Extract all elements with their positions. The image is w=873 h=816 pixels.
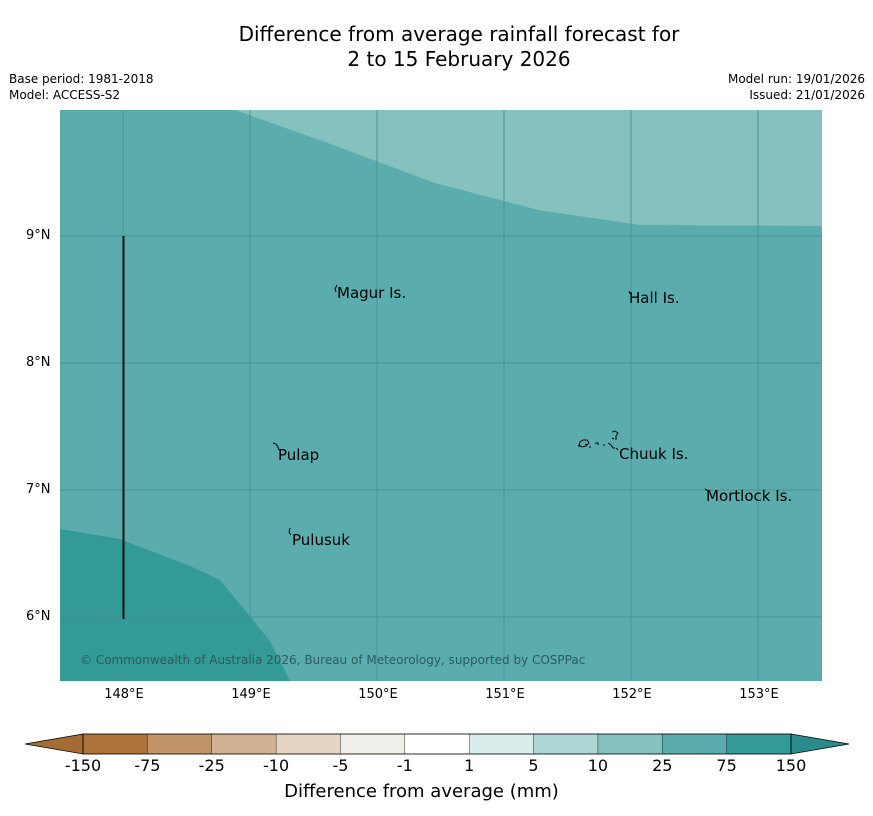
color-bar-over-triangle <box>790 733 850 755</box>
place-hall: Hall Is. <box>629 289 680 307</box>
title-line-2: 2 to 15 February 2026 <box>347 47 571 71</box>
tick-label: -150 <box>64 756 102 775</box>
lat-label-8n: 8°N <box>26 355 51 370</box>
place-pulusuk: Pulusuk <box>292 531 350 549</box>
copyright-notice: © Commonwealth of Australia 2026, Bureau… <box>80 653 586 667</box>
place-chuuk: Chuuk Is. <box>619 445 689 463</box>
tick-label: -5 <box>332 756 349 775</box>
lat-label-9n: 9°N <box>26 228 51 243</box>
island-chuuk <box>578 430 619 451</box>
color-bar-segment <box>597 733 663 755</box>
lon-label-150e: 150°E <box>358 687 398 702</box>
tick-label: 150 <box>775 756 807 775</box>
tick-label: -1 <box>396 756 413 775</box>
tick-label: -25 <box>198 756 225 775</box>
chart-title: Difference from average rainfall forecas… <box>0 22 873 72</box>
color-bar-segment <box>275 733 342 755</box>
tick-label: -75 <box>134 756 161 775</box>
islands <box>272 284 709 536</box>
tick-label: 1 <box>464 756 475 775</box>
lon-label-152e: 152°E <box>612 687 652 702</box>
color-bar-segment <box>726 733 792 755</box>
color-bar-label: Difference from average (mm) <box>284 781 559 802</box>
color-bar-under-triangle <box>25 733 84 755</box>
place-magur: Magur Is. <box>337 284 407 302</box>
model-name: Model: ACCESS-S2 <box>9 88 121 102</box>
lon-label-153e: 153°E <box>739 687 779 702</box>
tick-label: 25 <box>652 756 673 775</box>
island-magur <box>334 284 338 293</box>
tick-label: -10 <box>263 756 290 775</box>
color-bar-segment <box>82 733 149 755</box>
color-bar-segment <box>533 733 599 755</box>
color-bar-frame <box>82 733 792 755</box>
title-line-1: Difference from average rainfall forecas… <box>238 22 680 46</box>
map-svg <box>60 110 822 681</box>
tick-label: 5 <box>528 756 539 775</box>
lon-label-149e: 149°E <box>231 687 271 702</box>
island-hall <box>628 290 631 295</box>
lon-label-151e: 151°E <box>485 687 525 702</box>
color-bar-segment <box>404 733 470 755</box>
lat-label-6n: 6°N <box>26 609 51 624</box>
color-bar-segment <box>468 733 535 755</box>
tick-label: 10 <box>587 756 609 775</box>
island-mortlock <box>704 488 709 493</box>
region-75-150 <box>60 529 290 681</box>
island-pulap <box>272 442 280 451</box>
color-bar-segment <box>147 733 213 755</box>
region-10-25 <box>235 110 822 226</box>
place-pulap: Pulap <box>278 446 320 464</box>
tick-label: 75 <box>716 756 737 775</box>
color-bar-segment <box>340 733 406 755</box>
place-mortlock: Mortlock Is. <box>706 487 793 505</box>
meta-right: Model run: 19/01/2026 Issued: 21/01/2026 <box>728 71 865 103</box>
issued-date: Issued: 21/01/2026 <box>749 88 865 102</box>
lon-label-148e: 148°E <box>104 687 144 702</box>
base-period: Base period: 1981-2018 <box>9 72 154 86</box>
color-bar <box>25 733 850 755</box>
model-run: Model run: 19/01/2026 <box>727 72 865 86</box>
lat-label-7n: 7°N <box>26 482 51 497</box>
map-panel[interactable]: Magur Is. Hall Is. Pulap Chuuk Is. Mortl… <box>60 110 822 681</box>
island-pulusuk <box>288 527 292 536</box>
meta-left: Base period: 1981-2018 Model: ACCESS-S2 <box>9 71 154 103</box>
color-bar-segment <box>662 733 728 755</box>
color-bar-segment <box>211 733 277 755</box>
